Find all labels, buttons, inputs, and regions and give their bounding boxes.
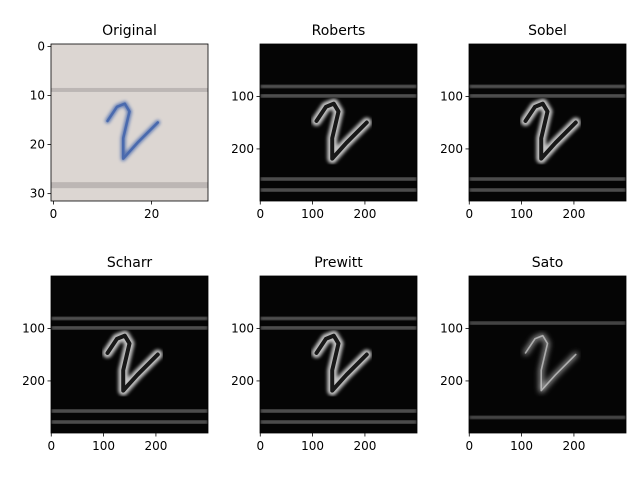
panel-image [260,276,417,433]
axes-frame [50,275,209,434]
y-tick-label: 0 [37,39,45,53]
panel-scharr: Scharr 0 100 200 100 200 [22,255,209,453]
x-tick-label: 100 [92,439,115,453]
axes-frame [259,275,418,434]
y-tick-label: 200 [22,374,45,388]
x-tick-label: 200 [562,439,585,453]
panel-title: Roberts [312,23,366,39]
y-tick-label: 20 [30,138,45,152]
panel-image [51,276,208,433]
x-tick-label: 0 [50,207,58,221]
x-tick-label: 100 [510,207,533,221]
x-tick-label: 100 [301,207,324,221]
panel-image [260,44,417,201]
panel-sato: Sato 0 100 200 100 200 [440,255,627,453]
y-tick-label: 200 [231,374,254,388]
y-tick-label: 200 [440,374,463,388]
image-background [51,44,208,201]
x-tick-label: 0 [256,439,264,453]
panel-roberts: Roberts 0 100 200 100 200 [231,23,418,221]
panel-prewitt: Prewitt 0 100 200 100 200 [231,255,418,453]
y-tick-label: 10 [30,89,45,103]
axes-frame [468,43,627,202]
panel-image [469,276,626,433]
panel-sobel: Sobel 0 100 200 100 200 [440,23,627,221]
panel-image [469,44,626,201]
x-tick-label: 200 [562,207,585,221]
y-tick-label: 100 [231,90,254,104]
x-tick-label: 0 [256,207,264,221]
x-tick-label: 0 [47,439,55,453]
y-tick-label: 100 [440,322,463,336]
x-tick-label: 0 [465,439,473,453]
x-tick-label: 100 [510,439,533,453]
image-background [469,276,626,433]
panel-title: Sobel [528,23,567,39]
axes-frame [50,43,209,202]
y-tick-label: 100 [440,90,463,104]
y-tick-label: 100 [231,322,254,336]
panel-original: Original 0 20 0 10 20 30 [30,23,209,221]
x-tick-label: 200 [144,439,167,453]
y-tick-label: 200 [440,142,463,156]
y-tick-label: 200 [231,142,254,156]
panel-title: Sato [532,255,564,271]
x-tick-label: 200 [353,439,376,453]
x-tick-label: 20 [144,207,159,221]
axes-frame [468,275,627,434]
panel-image [51,44,208,201]
axes-frame [259,43,418,202]
panel-title: Prewitt [314,255,363,271]
x-tick-label: 100 [301,439,324,453]
y-tick-label: 30 [30,187,45,201]
x-tick-label: 0 [465,207,473,221]
panel-title: Scharr [107,255,153,271]
y-tick-label: 100 [22,322,45,336]
panel-title: Original [102,23,157,39]
x-tick-label: 200 [353,207,376,221]
